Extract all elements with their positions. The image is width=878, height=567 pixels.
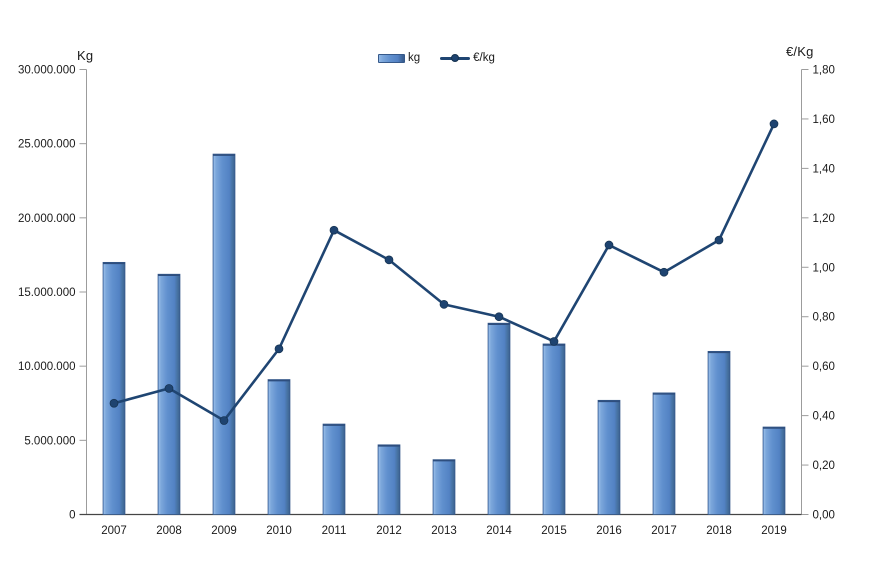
legend-label-eur-per-kg: €/kg bbox=[473, 52, 495, 64]
line-marker-2015 bbox=[549, 337, 559, 346]
x-axis-year-label: 2008 bbox=[156, 525, 182, 537]
line-marker-2014 bbox=[494, 312, 504, 322]
right-axis-title: €/Kg bbox=[786, 44, 814, 59]
right-axis-tick-label: 0,20 bbox=[813, 460, 835, 472]
line-marker-dot-icon bbox=[451, 53, 460, 62]
right-axis-tick-label: 1,60 bbox=[813, 114, 835, 126]
line-series-swatch-icon bbox=[440, 53, 471, 63]
bar-2016 bbox=[597, 399, 621, 515]
left-axis-tick-label: 0 bbox=[69, 510, 75, 522]
right-axis-tick-label: 1,20 bbox=[813, 213, 835, 225]
left-axis-tick-label: 10.000.000 bbox=[18, 361, 76, 373]
line-marker-2016 bbox=[604, 240, 614, 250]
right-axis-tick-label: 1,00 bbox=[813, 262, 835, 274]
line-marker-2013 bbox=[439, 300, 449, 309]
x-axis-year-label: 2018 bbox=[706, 525, 732, 537]
line-marker-2008 bbox=[164, 384, 174, 393]
bar-2017 bbox=[652, 392, 676, 515]
x-axis-year-label: 2013 bbox=[431, 525, 457, 537]
legend-entry-eur-per-kg: €/kg bbox=[440, 52, 495, 64]
chart-legend: kg €/kg bbox=[378, 52, 495, 64]
left-axis-title: Kg bbox=[77, 48, 94, 63]
line-marker-2018 bbox=[714, 235, 724, 245]
bar-2018 bbox=[707, 350, 731, 515]
x-axis-year-label: 2017 bbox=[651, 525, 677, 537]
x-axis-year-label: 2011 bbox=[322, 525, 347, 537]
right-axis-tick-label: 0,80 bbox=[813, 312, 835, 324]
x-axis-year-label: 2019 bbox=[761, 525, 787, 537]
right-axis-tick-label: 0,40 bbox=[813, 411, 835, 423]
right-axis-tick-label: 1,40 bbox=[813, 163, 835, 175]
bar-2011 bbox=[322, 423, 346, 515]
bar-series-swatch-icon bbox=[378, 53, 405, 63]
right-axis-tick-label: 0,60 bbox=[813, 361, 835, 373]
x-axis-year-label: 2014 bbox=[486, 525, 512, 537]
bar-2014 bbox=[487, 322, 511, 515]
line-marker-2017 bbox=[659, 267, 669, 277]
line-marker-2012 bbox=[384, 255, 394, 265]
x-axis-year-label: 2010 bbox=[266, 525, 292, 537]
left-axis-tick-label: 5.000.000 bbox=[24, 435, 75, 447]
bar-2009 bbox=[212, 153, 236, 515]
left-axis-tick-label: 15.000.000 bbox=[18, 287, 76, 299]
left-axis-tick-label: 30.000.000 bbox=[18, 65, 76, 77]
x-axis-year-label: 2009 bbox=[211, 525, 237, 537]
x-axis-year-label: 2016 bbox=[596, 525, 622, 537]
line-marker-2009 bbox=[219, 416, 229, 425]
right-axis-tick-label: 1,80 bbox=[813, 65, 835, 77]
bar-2015 bbox=[542, 343, 566, 515]
line-marker-2011 bbox=[329, 225, 339, 235]
x-axis-year-label: 2015 bbox=[541, 525, 567, 537]
bar-2010 bbox=[267, 379, 291, 515]
x-axis-year-label: 2007 bbox=[101, 525, 127, 537]
line-marker-2007 bbox=[109, 398, 119, 408]
x-axis-year-label: 2012 bbox=[376, 525, 402, 537]
bar-2012 bbox=[377, 444, 401, 515]
legend-entry-kg: kg bbox=[378, 52, 420, 64]
left-axis-tick-label: 25.000.000 bbox=[18, 139, 76, 151]
right-axis-tick-label: 0,00 bbox=[813, 510, 835, 522]
bar-2019 bbox=[762, 426, 786, 515]
line-marker-2010 bbox=[274, 344, 284, 354]
legend-label-kg: kg bbox=[408, 52, 421, 64]
left-axis-tick-label: 20.000.000 bbox=[18, 213, 76, 225]
line-marker-2019 bbox=[769, 119, 779, 129]
bar-2013 bbox=[432, 459, 456, 515]
bar-2007 bbox=[102, 261, 126, 515]
